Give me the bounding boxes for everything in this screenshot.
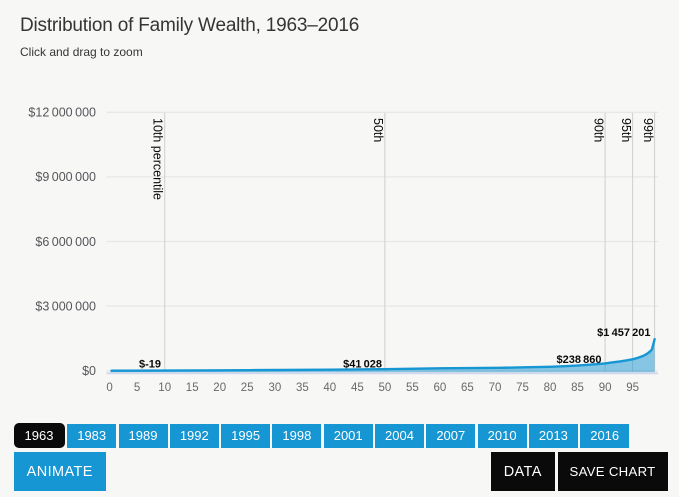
svg-text:10: 10 xyxy=(158,382,171,394)
svg-text:99th: 99th xyxy=(641,118,655,142)
svg-text:45: 45 xyxy=(351,382,364,394)
svg-text:60: 60 xyxy=(434,382,447,394)
svg-text:90: 90 xyxy=(599,382,612,394)
svg-text:70: 70 xyxy=(489,382,502,394)
svg-text:10th percentile: 10th percentile xyxy=(151,118,165,200)
svg-text:$1 457 201: $1 457 201 xyxy=(597,327,650,339)
svg-text:$12 000 000: $12 000 000 xyxy=(28,106,96,120)
svg-text:95: 95 xyxy=(626,382,639,394)
svg-text:20: 20 xyxy=(213,382,226,394)
svg-text:$9 000 000: $9 000 000 xyxy=(35,170,96,184)
svg-text:75: 75 xyxy=(516,382,529,394)
svg-text:35: 35 xyxy=(296,382,309,394)
svg-text:50th: 50th xyxy=(371,118,385,142)
svg-text:$6 000 000: $6 000 000 xyxy=(35,235,96,249)
svg-text:$238 860: $238 860 xyxy=(556,354,601,366)
svg-text:$-19: $-19 xyxy=(139,359,161,371)
svg-text:0: 0 xyxy=(106,382,112,394)
svg-text:80: 80 xyxy=(544,382,557,394)
svg-text:5: 5 xyxy=(134,382,140,394)
svg-text:55: 55 xyxy=(406,382,419,394)
svg-text:90th: 90th xyxy=(591,118,605,142)
svg-text:65: 65 xyxy=(461,382,474,394)
svg-text:40: 40 xyxy=(323,382,336,394)
svg-text:$0: $0 xyxy=(82,364,96,378)
svg-text:95th: 95th xyxy=(619,118,633,142)
svg-text:15: 15 xyxy=(186,382,199,394)
svg-text:$41 028: $41 028 xyxy=(343,359,382,371)
svg-text:$3 000 000: $3 000 000 xyxy=(35,299,96,313)
svg-text:30: 30 xyxy=(269,382,282,394)
svg-text:85: 85 xyxy=(571,382,584,394)
svg-text:50: 50 xyxy=(379,382,392,394)
svg-text:25: 25 xyxy=(241,382,254,394)
